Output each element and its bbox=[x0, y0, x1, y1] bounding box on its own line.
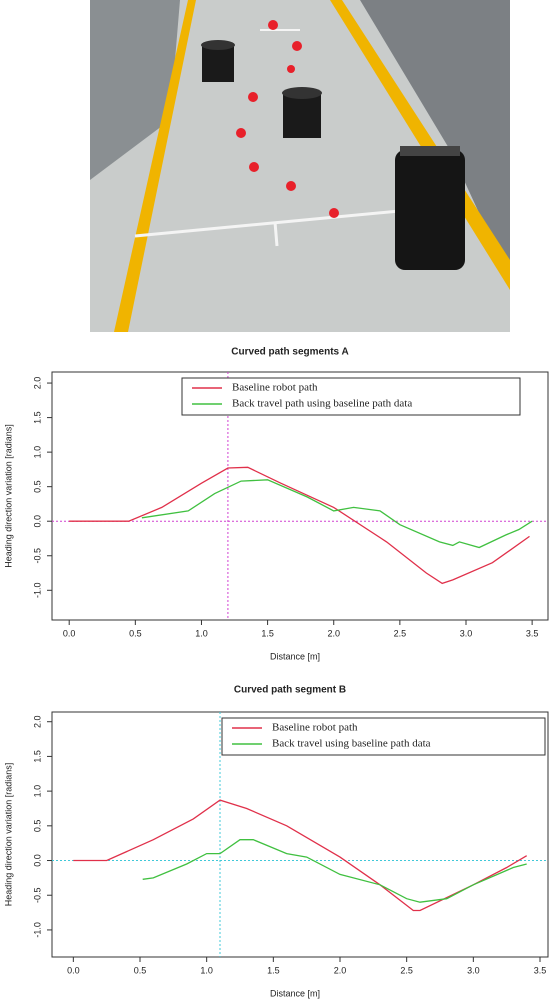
y-tick-label: 1.0 bbox=[32, 446, 42, 459]
chart-title: Curved path segment B bbox=[234, 685, 346, 696]
plot-frame bbox=[51, 371, 549, 621]
x-tick-label: 0.5 bbox=[134, 965, 147, 975]
x-tick-label: 1.0 bbox=[200, 965, 213, 975]
y-tick-label: 2.0 bbox=[32, 377, 42, 390]
x-tick-label: 3.5 bbox=[534, 965, 547, 975]
x-tick-label: 2.5 bbox=[394, 628, 407, 638]
y-tick-label: -1.0 bbox=[32, 583, 42, 599]
legend-box bbox=[221, 717, 546, 756]
y-tick-label: 0.5 bbox=[32, 820, 42, 833]
series-line bbox=[141, 479, 533, 549]
x-tick-label: 2.5 bbox=[400, 965, 413, 975]
x-tick-label: 0.5 bbox=[129, 628, 142, 638]
photo bbox=[90, 0, 510, 332]
x-tick-label: 2.0 bbox=[334, 965, 347, 975]
y-tick-label: 0.0 bbox=[32, 515, 42, 528]
legend-label: Baseline robot path bbox=[272, 722, 358, 734]
x-tick-label: 0.0 bbox=[67, 965, 80, 975]
y-tick-label: -0.5 bbox=[32, 887, 42, 903]
series-line bbox=[142, 839, 527, 903]
x-axis-label: Distance [m] bbox=[270, 988, 320, 998]
y-axis-label: Heading direction variation [radians] bbox=[3, 763, 13, 907]
y-tick-label: 0.5 bbox=[32, 480, 42, 493]
y-tick-label: -1.0 bbox=[32, 922, 42, 938]
x-tick-label: 3.0 bbox=[467, 965, 480, 975]
y-tick-label: 0.0 bbox=[32, 854, 42, 867]
legend-label: Back travel using baseline path data bbox=[272, 738, 431, 750]
x-tick-label: 1.0 bbox=[195, 628, 208, 638]
x-tick-label: 1.5 bbox=[261, 628, 274, 638]
x-tick-label: 1.5 bbox=[267, 965, 280, 975]
y-tick-label: 1.5 bbox=[32, 750, 42, 763]
y-tick-label: 1.0 bbox=[32, 785, 42, 798]
x-tick-label: 2.0 bbox=[327, 628, 340, 638]
x-tick-label: 0.0 bbox=[63, 628, 76, 638]
y-tick-label: 1.5 bbox=[32, 411, 42, 424]
legend-box bbox=[181, 377, 521, 416]
y-tick-label: 2.0 bbox=[32, 715, 42, 728]
y-tick-label: -0.5 bbox=[32, 548, 42, 564]
y-axis-label: Heading direction variation [radians] bbox=[3, 424, 13, 568]
chart-title: Curved path segments A bbox=[231, 347, 348, 358]
x-axis-label: Distance [m] bbox=[270, 651, 320, 661]
x-tick-label: 3.5 bbox=[526, 628, 539, 638]
series-line bbox=[69, 466, 530, 585]
legend-label: Back travel path using baseline path dat… bbox=[232, 398, 412, 410]
plot-frame bbox=[51, 711, 549, 958]
legend-label: Baseline robot path bbox=[232, 382, 318, 394]
x-tick-label: 3.0 bbox=[460, 628, 473, 638]
